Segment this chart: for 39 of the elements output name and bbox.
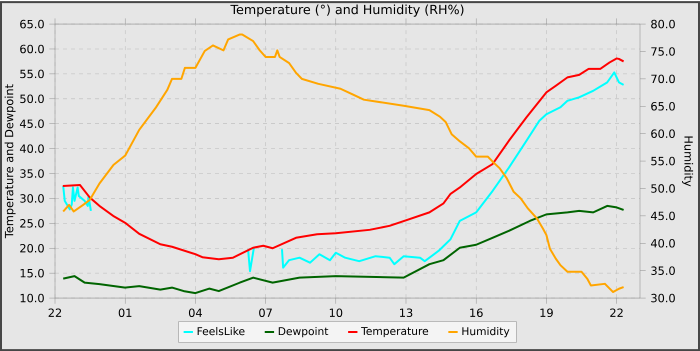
y-tick-label: 40.0 [20,144,44,153]
y-tick-label: 45.0 [20,119,44,128]
y2-tick-label: 35.0 [651,266,675,275]
y2-axis-title: Humidity [682,136,694,186]
y-tick-label: 20.0 [20,244,44,253]
x-tick-label: 22 [48,308,62,317]
y2-tick-label: 55.0 [651,156,675,166]
y-tick-label: 65.0 [20,20,44,28]
chart-title: Temperature (°) and Humidity (RH%) [230,4,464,17]
legend-label: Dewpoint [278,326,328,338]
y2-tick-label: 80.0 [651,20,675,28]
x-tick-label: 07 [259,308,272,318]
legend-label: Temperature [361,327,428,338]
y2-tick-label: 40.0 [650,238,675,248]
y2-tick-label: 75.0 [651,47,675,56]
y-tick-label: 35.0 [20,169,44,178]
legend-label: Humidity [462,326,510,338]
y2-tick-label: 30.0 [651,294,675,302]
y-tick-label: 55.0 [20,70,44,78]
y2-tick-label: 50.0 [651,184,675,193]
x-tick-label: 19 [540,308,553,318]
y-tick-label: 50.0 [20,94,44,104]
y2-tick-label: 65.0 [651,102,675,111]
x-tick-label: 22 [610,308,623,317]
x-tick-label: 04 [188,308,202,318]
legend-label: FeelsLike [198,326,245,336]
y-tick-label: 10.0 [20,294,44,302]
y-tick-label: 25.0 [20,219,44,228]
y-tick-label: 15.0 [20,268,44,278]
x-tick-label: 10 [330,308,342,318]
y-tick-label: 30.0 [20,194,44,203]
y-tick-label: 60.0 [20,44,44,54]
y2-tick-label: 70.0 [651,74,675,84]
y2-tick-label: 45.0 [650,212,675,220]
y-axis-title: Temperature and Dewpoint [4,84,16,238]
x-tick-label: 01 [118,308,132,318]
x-tick-label: 16 [470,308,483,318]
y2-tick-label: 60.0 [651,129,675,138]
x-tick-label: 13 [400,308,412,318]
